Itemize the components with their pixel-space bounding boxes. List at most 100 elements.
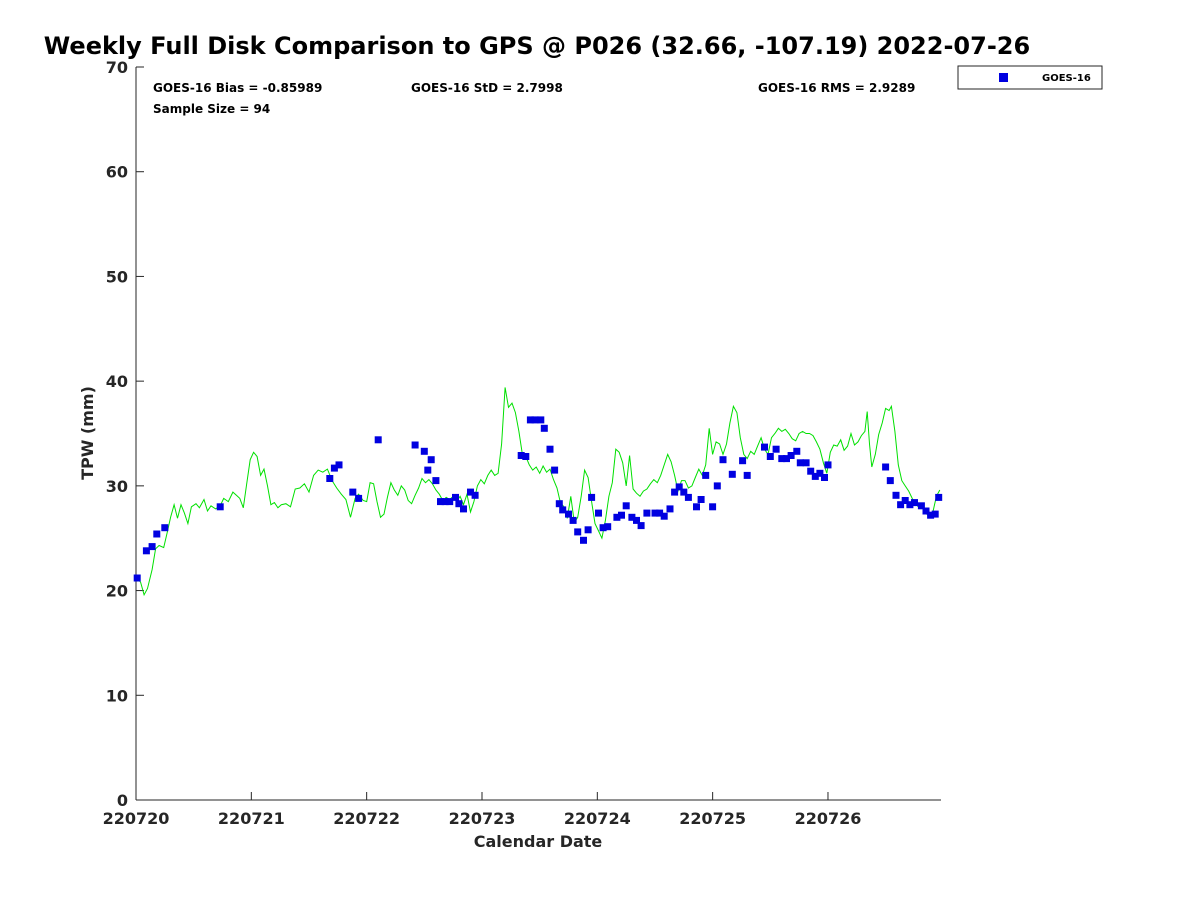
x-tick-label: 220726 xyxy=(795,809,862,828)
gps-tpw-line xyxy=(135,387,941,597)
goes16-point xyxy=(374,436,382,444)
goes16-point xyxy=(693,503,700,511)
goes16-point xyxy=(675,483,683,491)
goes16-point xyxy=(551,466,559,474)
y-tick-label: 30 xyxy=(106,477,128,496)
y-tick-label: 60 xyxy=(106,163,128,182)
goes16-point xyxy=(666,505,674,513)
legend: GOES-16 xyxy=(957,65,1103,90)
goes16-point xyxy=(802,459,810,467)
goes16-point xyxy=(811,472,819,480)
x-tick-label: 220721 xyxy=(218,809,285,828)
x-axis-label: Calendar Date xyxy=(474,832,603,851)
bias-stat: GOES-16 Bias = -0.85989 xyxy=(153,81,322,95)
legend-label-goes16: GOES-16 xyxy=(1042,73,1091,84)
x-tick-label: 220722 xyxy=(333,809,400,828)
goes16-point xyxy=(411,441,419,449)
goes16-point xyxy=(569,516,577,524)
goes16-point xyxy=(739,457,747,465)
goes16-point xyxy=(460,505,467,513)
goes16-point xyxy=(917,502,925,510)
goes16-point xyxy=(935,493,943,501)
goes16-point xyxy=(531,416,539,424)
goes16-point xyxy=(153,530,161,538)
goes16-point xyxy=(355,494,363,502)
x-ticks: 220720 220721 220722 220723 220724 220725 2207… xyxy=(103,792,862,828)
goes16-point xyxy=(526,416,534,424)
goes16-point xyxy=(656,509,664,517)
goes16-point xyxy=(637,522,645,530)
goes16-point xyxy=(643,509,651,517)
goes16-point xyxy=(559,506,567,514)
goes16-point xyxy=(580,536,587,544)
y-tick-label: 40 xyxy=(106,372,128,391)
goes16-point xyxy=(911,499,918,507)
y-tick-label: 70 xyxy=(106,58,128,77)
goes16-point xyxy=(713,482,721,490)
goes16-point xyxy=(161,524,169,532)
chart-title: Weekly Full Disk Comparison to GPS @ P02… xyxy=(44,32,1030,60)
x-tick-label: 220724 xyxy=(564,809,631,828)
goes16-point xyxy=(330,464,338,472)
goes16-point xyxy=(517,452,525,459)
x-tick-label: 220720 xyxy=(103,809,170,828)
goes16-point xyxy=(326,475,334,482)
goes16-point xyxy=(633,516,640,524)
goes16-point xyxy=(816,469,824,477)
x-tick-label: 220723 xyxy=(449,809,516,828)
goes16-point xyxy=(651,509,659,517)
goes16-point xyxy=(522,453,530,460)
goes16-point xyxy=(537,416,545,424)
goes16-point xyxy=(901,497,909,504)
goes16-point xyxy=(441,498,449,506)
goes16-point xyxy=(595,509,602,517)
goes16-point xyxy=(821,474,828,481)
goes16-point xyxy=(427,456,435,464)
goes16-point xyxy=(622,502,630,510)
goes16-point xyxy=(555,500,563,508)
goes16-point xyxy=(565,510,572,518)
plot-area: 0 10 20 30 40 50 60 70 220720 220721 220722 220723… xyxy=(103,58,943,828)
goes16-point xyxy=(927,511,935,519)
goes16-point xyxy=(335,461,343,469)
goes16-point xyxy=(772,445,780,453)
std-stat: GOES-16 StD = 2.7998 xyxy=(411,81,563,95)
y-tick-label: 0 xyxy=(117,791,128,810)
goes16-point xyxy=(588,493,596,501)
goes16-point xyxy=(452,493,459,501)
sample-size-stat: Sample Size = 94 xyxy=(153,102,270,116)
goes16-point xyxy=(709,503,717,511)
goes16-point xyxy=(584,526,592,534)
goes16-point xyxy=(628,513,636,521)
y-ticks: 0 10 20 30 40 50 60 70 xyxy=(106,58,144,810)
goes16-point xyxy=(424,466,432,474)
goes16-point xyxy=(148,543,156,551)
y-axis-label: TPW (mm) xyxy=(78,386,97,480)
goes16-point xyxy=(432,477,440,485)
goes16-point xyxy=(761,443,768,451)
rms-stat: GOES-16 RMS = 2.9289 xyxy=(758,81,915,95)
goes16-point xyxy=(778,455,786,463)
goes16-point xyxy=(886,477,894,485)
goes16-point xyxy=(133,574,141,582)
goes16-point xyxy=(618,511,625,519)
goes16-point xyxy=(766,453,774,460)
goes16-point xyxy=(922,507,930,515)
goes16-point xyxy=(349,488,357,496)
goes16-point xyxy=(702,471,710,479)
goes16-point xyxy=(892,491,900,499)
goes16-point xyxy=(546,445,554,453)
goes16-point xyxy=(684,493,692,501)
goes16-point xyxy=(574,528,582,536)
goes16-point xyxy=(437,498,444,506)
goes16-point xyxy=(796,459,804,467)
goes16-point xyxy=(455,500,463,508)
goes16-point xyxy=(931,510,939,518)
x-tick-label: 220725 xyxy=(679,809,746,828)
legend-marker-goes16 xyxy=(999,73,1008,82)
goes16-point xyxy=(906,501,914,509)
goes16-point xyxy=(680,488,688,496)
goes16-point xyxy=(540,424,548,432)
